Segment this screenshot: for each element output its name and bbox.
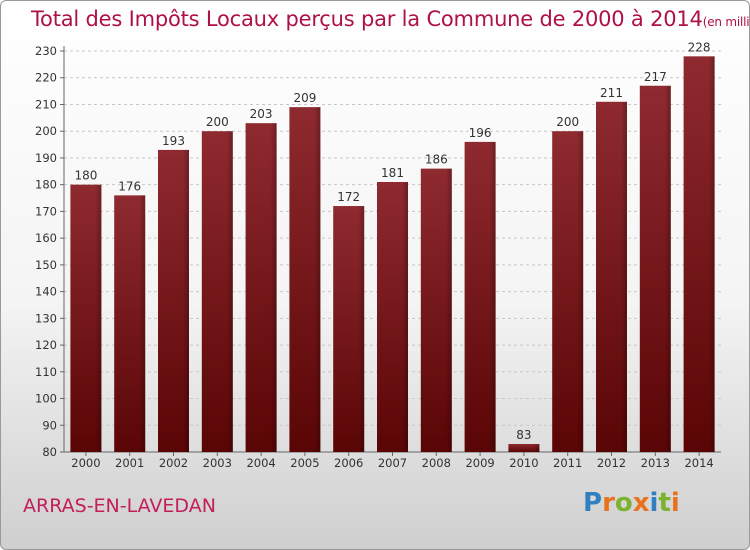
bar-shade xyxy=(577,131,584,452)
bar-shade xyxy=(270,123,277,453)
data-label: 203 xyxy=(250,107,273,121)
x-tick-label: 2011 xyxy=(553,456,582,470)
logo-letter: i xyxy=(649,488,659,518)
y-tick-label: 110 xyxy=(35,365,57,379)
bar-shade xyxy=(402,181,408,452)
logo-letter: i xyxy=(670,488,680,518)
logo-letter: o xyxy=(614,488,633,518)
bar-shade xyxy=(664,85,671,453)
bar-shade xyxy=(139,195,146,453)
x-tick-label: 2010 xyxy=(509,456,538,470)
data-label: 228 xyxy=(688,40,711,54)
x-tick-label: 2007 xyxy=(378,456,407,470)
data-label: 83 xyxy=(516,428,531,442)
y-tick-label: 180 xyxy=(35,178,57,192)
y-tick-label: 150 xyxy=(35,258,57,272)
x-tick-label: 2004 xyxy=(246,456,275,470)
bars xyxy=(70,56,715,453)
bar-shade xyxy=(621,101,627,452)
y-tick-label: 130 xyxy=(35,311,57,325)
bar-shade xyxy=(226,131,233,452)
y-tick-label: 190 xyxy=(35,151,57,165)
x-tick-label: 2009 xyxy=(465,456,494,470)
x-tick-label: 2008 xyxy=(422,456,451,470)
bar-shade xyxy=(183,149,189,452)
y-tick-label: 230 xyxy=(35,44,57,58)
y-tick-label: 210 xyxy=(35,97,57,111)
chart-title-text: Total des Impôts Locaux perçus par la Co… xyxy=(31,7,703,31)
y-tick-label: 90 xyxy=(42,418,57,432)
chart-unit: (en milliers d'€) xyxy=(702,15,750,29)
proxiti-logo: Proxiti xyxy=(583,488,680,518)
data-label: 217 xyxy=(644,70,667,84)
bar-shade xyxy=(489,141,496,453)
x-tick-label: 2012 xyxy=(597,456,626,470)
data-label: 181 xyxy=(381,166,404,180)
logo-letter: r xyxy=(602,488,615,518)
data-labels: 180 176 193 200 203 209 172 181 186 196 83 200 211 21… xyxy=(74,40,710,442)
x-tick-label: 2005 xyxy=(290,456,319,470)
data-label: 209 xyxy=(293,91,316,105)
data-label: 193 xyxy=(162,134,185,148)
bar xyxy=(508,443,540,452)
logo-letter: t xyxy=(658,488,671,518)
y-tick-label: 120 xyxy=(35,338,57,352)
logo-letter: x xyxy=(632,488,650,518)
y-tick-label: 220 xyxy=(35,71,57,85)
logo-letter: P xyxy=(583,488,603,518)
x-tick-label: 2001 xyxy=(115,456,144,470)
x-tick-labels: 2000 2001 2002 2003 2004 2005 2006 2007 2008 2009… xyxy=(71,456,713,470)
x-tick-label: 2014 xyxy=(684,456,713,470)
data-label: 172 xyxy=(337,190,360,204)
y-tick-label: 140 xyxy=(35,285,57,299)
x-tick-label: 2002 xyxy=(159,456,188,470)
y-tick-labels: 80 90 100 110 120 130 140 150 160 170 180 190 200 210… xyxy=(35,44,57,459)
data-label: 180 xyxy=(74,169,97,183)
bar-shade xyxy=(95,184,102,452)
bar-shade xyxy=(445,168,452,453)
data-label: 200 xyxy=(556,115,579,129)
bar-shade xyxy=(708,56,715,452)
commune-name: ARRAS-EN-LAVEDAN xyxy=(23,495,216,517)
data-label: 196 xyxy=(469,126,492,140)
bar-shade xyxy=(358,206,365,452)
x-tick-label: 2006 xyxy=(334,456,363,470)
chart-title: Total des Impôts Locaux perçus par la Co… xyxy=(31,7,750,31)
bar-shade xyxy=(314,107,321,452)
bar-shade xyxy=(533,443,540,452)
y-tick-label: 170 xyxy=(35,204,57,218)
data-label: 176 xyxy=(118,179,141,193)
data-label: 200 xyxy=(206,115,229,129)
data-label: 186 xyxy=(425,153,448,167)
x-tick-label: 2013 xyxy=(641,456,670,470)
x-tick-label: 2000 xyxy=(71,456,100,470)
x-tick-label: 2003 xyxy=(203,456,232,470)
y-tick-label: 80 xyxy=(42,445,57,459)
y-tick-label: 100 xyxy=(35,392,57,406)
y-tick-label: 160 xyxy=(35,231,57,245)
y-tick-label: 200 xyxy=(35,124,57,138)
data-label: 211 xyxy=(600,86,623,100)
